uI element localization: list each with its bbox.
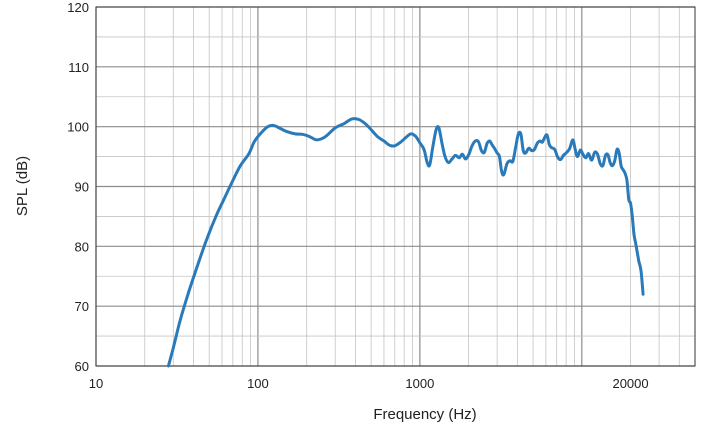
y-tick-label: 60 bbox=[75, 359, 89, 374]
grid bbox=[95, 6, 696, 367]
y-tick-label: 70 bbox=[75, 299, 89, 314]
series-layer bbox=[166, 117, 645, 368]
y-tick-label: 110 bbox=[68, 60, 89, 75]
x-tick-label: 1000 bbox=[405, 376, 434, 391]
x-tick-label: 20000 bbox=[612, 376, 648, 391]
y-tick-label: 90 bbox=[75, 180, 89, 195]
spl-series-line bbox=[166, 117, 645, 368]
y-tick-label: 100 bbox=[67, 120, 89, 135]
plot-frame bbox=[95, 6, 696, 367]
x-tick-label: 100 bbox=[247, 376, 269, 391]
x-tick-label: 10 bbox=[89, 376, 103, 391]
y-tick-label: 80 bbox=[75, 239, 89, 254]
x-axis-ticks: 10 100 1000 20000 bbox=[89, 376, 649, 391]
x-axis-label: Frequency (Hz) bbox=[373, 406, 476, 423]
y-axis-ticks: 60 70 80 90 100 110 120 bbox=[67, 0, 89, 374]
y-tick-label: 120 bbox=[67, 0, 89, 15]
y-axis-label: SPL (dB) bbox=[14, 156, 31, 216]
